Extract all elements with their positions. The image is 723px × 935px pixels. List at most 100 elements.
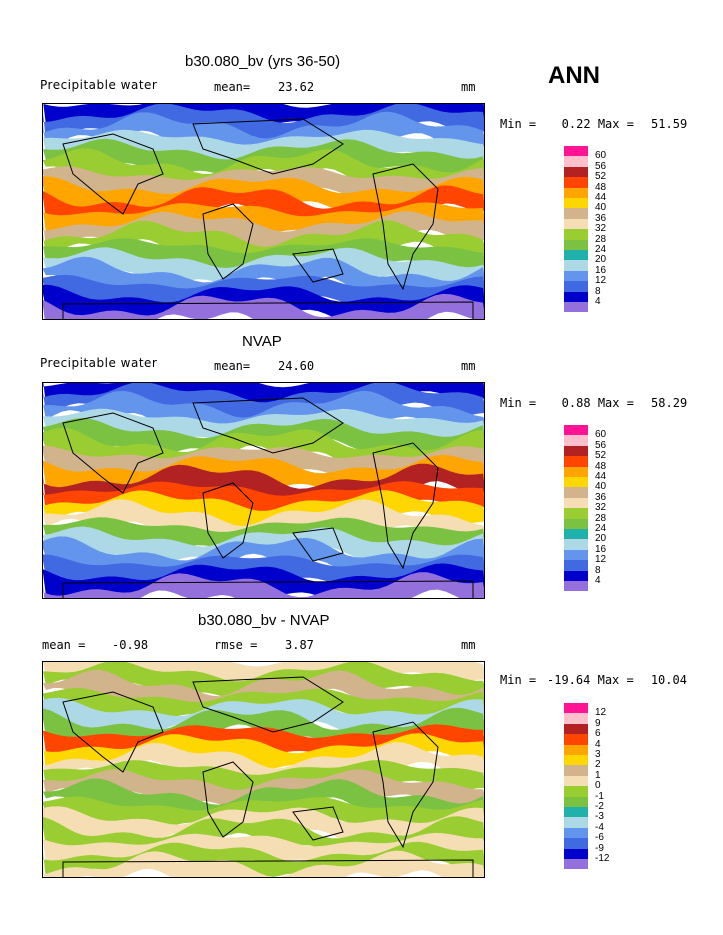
mean-value: 24.60	[278, 359, 315, 373]
legend-swatch	[564, 218, 588, 230]
legend-label: 9	[595, 717, 601, 729]
legend-swatch	[564, 435, 588, 446]
min-max-readout: Min = -19.64 Max = 10.04	[500, 673, 687, 687]
mean-value: 23.62	[278, 80, 315, 94]
legend-label: 40	[595, 202, 607, 214]
legend-label: 20	[595, 254, 607, 266]
legend-swatch	[564, 518, 588, 529]
legend-swatch	[564, 229, 588, 240]
legend-swatch	[564, 302, 588, 313]
coastline	[192, 397, 344, 454]
legend-label: 60	[595, 429, 607, 441]
coastline	[292, 248, 344, 283]
legend-swatch	[564, 477, 588, 488]
contour-band	[43, 760, 484, 793]
contour-band	[43, 841, 484, 877]
legend-label: 32	[595, 223, 607, 235]
variable-label: Precipitable water	[40, 356, 158, 370]
legend-label: 44	[595, 471, 607, 482]
legend-label: 12	[595, 707, 607, 719]
legend-label: 60	[595, 150, 607, 162]
contour-band	[43, 742, 484, 787]
legend-label: 36	[595, 212, 607, 224]
variable-label: Precipitable water	[40, 78, 158, 92]
legend-swatch	[564, 445, 588, 457]
legend-swatch	[564, 187, 588, 198]
mean-label: mean=	[214, 80, 251, 94]
coastline	[62, 133, 164, 215]
legend-swatch	[564, 734, 588, 745]
legend-label: 48	[595, 460, 607, 472]
units-label: mm	[461, 359, 476, 373]
legend-swatch	[564, 848, 588, 859]
coastline	[372, 163, 439, 291]
contour-band	[43, 293, 484, 319]
legend-swatch	[564, 838, 588, 849]
legend-swatch	[564, 744, 588, 755]
legend-label: 16	[595, 264, 607, 276]
legend-label: -9	[595, 842, 604, 854]
legend-swatch	[564, 859, 588, 870]
map-model	[42, 103, 485, 320]
legend-swatch	[564, 198, 588, 209]
contour-band	[43, 129, 484, 163]
contour-band	[43, 390, 484, 435]
legend-label: 44	[595, 192, 607, 203]
legend-label: 8	[595, 564, 601, 576]
coastline	[62, 412, 164, 494]
contour-band	[43, 111, 484, 157]
legend-label: 4	[595, 296, 601, 307]
legend-label: 6	[595, 728, 601, 740]
legend-swatch	[564, 239, 588, 250]
legend-label: -1	[595, 790, 604, 802]
coastline	[192, 118, 344, 175]
legend-label: 24	[595, 523, 607, 534]
legend-label: 48	[595, 181, 607, 193]
legend-swatch	[564, 177, 588, 188]
legend-swatch	[564, 270, 588, 282]
legend-swatch	[564, 146, 588, 157]
legend-swatch	[564, 425, 588, 436]
legend-label: 20	[595, 533, 607, 545]
contour-band	[43, 202, 484, 235]
legend-swatch	[564, 723, 588, 735]
legend-swatch	[564, 250, 588, 261]
panel-title: b30.080_bv (yrs 36-50)	[185, 53, 341, 70]
legend-swatch	[564, 570, 588, 581]
legend-label: 0	[595, 780, 601, 792]
legend-swatch	[564, 508, 588, 519]
contour-band	[43, 211, 484, 250]
contour-band	[43, 383, 484, 421]
legend-swatch	[564, 560, 588, 571]
legend-swatch	[564, 529, 588, 540]
legend-label: 12	[595, 554, 607, 566]
coastline	[192, 676, 344, 733]
legend-swatch	[564, 466, 588, 477]
legend-label: -12	[595, 853, 610, 864]
legend-swatch	[564, 775, 588, 787]
contour-band	[43, 238, 484, 271]
coastline	[62, 691, 164, 773]
contour-band	[43, 850, 484, 877]
coastline	[372, 721, 439, 849]
legend-swatch	[564, 703, 588, 714]
legend-label: 52	[595, 171, 607, 183]
contour-band	[43, 185, 484, 229]
coastline	[292, 527, 344, 562]
coastline	[202, 203, 254, 280]
legend-label: 1	[595, 769, 601, 781]
mean-label: mean=	[214, 359, 251, 373]
legend-swatch	[564, 713, 588, 724]
legend-label: 28	[595, 512, 607, 524]
contour-band	[43, 463, 484, 508]
coastline	[62, 859, 474, 877]
legend-label: 8	[595, 285, 601, 297]
legend-swatch	[564, 796, 588, 807]
legend-label: 56	[595, 439, 607, 451]
legend-swatch	[564, 281, 588, 292]
legend-label: -3	[595, 811, 604, 823]
coastline	[292, 806, 344, 841]
legend-swatch	[564, 765, 588, 776]
contour-band	[43, 733, 484, 772]
legend-label: 16	[595, 543, 607, 555]
